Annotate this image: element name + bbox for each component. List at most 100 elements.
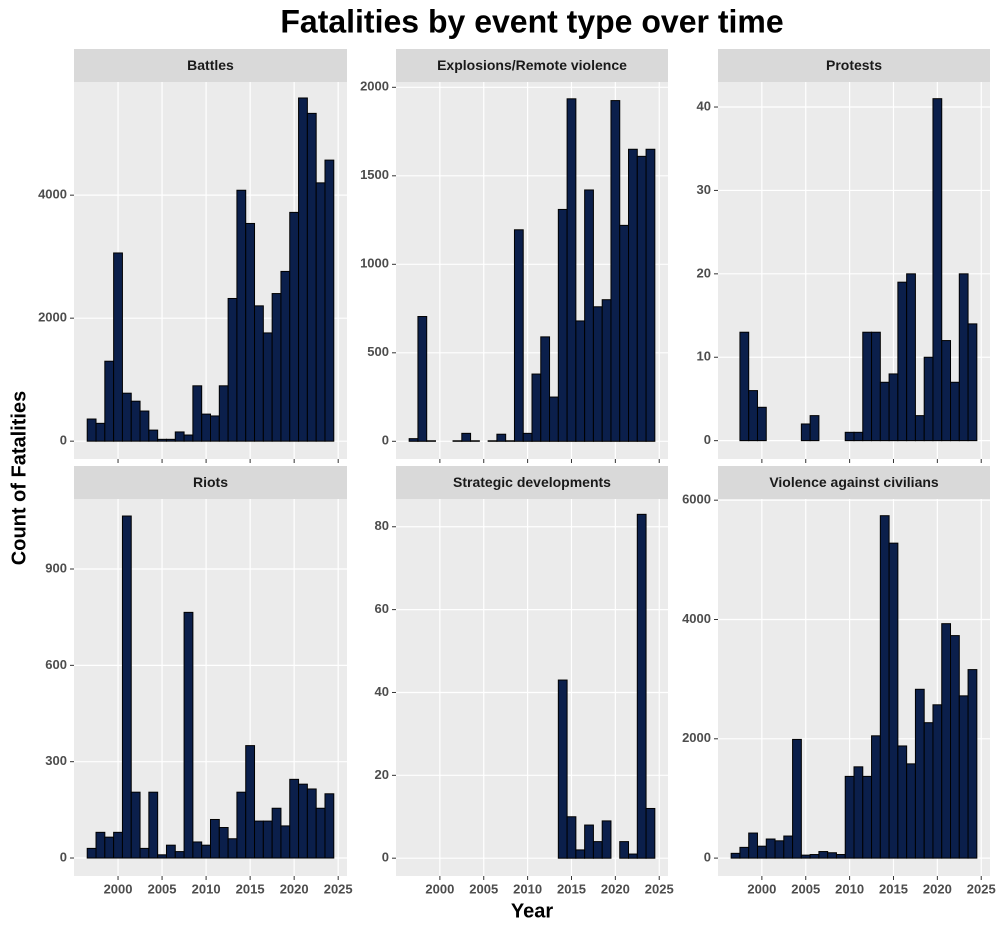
bar (298, 97, 308, 442)
x-tick-label: 2000 (104, 881, 133, 896)
y-tick-label: 4000 (682, 611, 711, 626)
x-tick-label: 2005 (791, 881, 820, 896)
bar (95, 831, 106, 859)
bar (844, 431, 855, 442)
y-tick-label: 0 (382, 433, 389, 448)
bar (201, 844, 211, 859)
y-tick-label: 20 (697, 265, 711, 280)
bar (280, 825, 291, 859)
bar (121, 515, 132, 859)
bar (792, 738, 802, 859)
bar (610, 100, 621, 442)
bar (262, 820, 273, 859)
bar (879, 515, 890, 859)
bar (165, 844, 176, 859)
bar (306, 112, 317, 442)
x-tick-label: 2005 (148, 881, 177, 896)
panel-title: Riots (193, 474, 228, 490)
bar (236, 189, 247, 442)
y-axis-label: Count of Fatalities (8, 391, 30, 565)
bar (748, 390, 758, 442)
y-tick-label: 40 (697, 98, 711, 113)
bar (730, 852, 741, 859)
bar (139, 410, 150, 442)
x-tick-label: 2020 (280, 881, 309, 896)
bar (645, 148, 656, 442)
bar (289, 211, 300, 442)
x-tick-label: 2020 (601, 881, 630, 896)
bar (452, 440, 463, 442)
x-axis-label: Year (511, 900, 553, 922)
bar (739, 846, 750, 859)
bar (914, 415, 925, 442)
bar (487, 440, 498, 442)
bar (619, 224, 630, 442)
bar (941, 340, 952, 442)
x-tick-label: 2000 (425, 881, 454, 896)
bar (853, 766, 864, 859)
bar (932, 704, 943, 859)
bar (130, 791, 141, 859)
bar (619, 841, 630, 859)
x-tick-label: 2025 (967, 881, 996, 896)
bar (888, 542, 899, 859)
bar (862, 775, 873, 859)
bar (289, 778, 300, 859)
bar (958, 273, 969, 442)
y-tick-label: 6000 (682, 492, 711, 507)
bar (218, 827, 229, 859)
y-tick-label: 0 (60, 849, 67, 864)
bar (183, 434, 194, 442)
bar (756, 406, 767, 442)
y-tick-label: 900 (45, 560, 67, 575)
bar (835, 854, 846, 859)
y-tick-label: 2000 (38, 310, 67, 325)
y-tick-label: 30 (697, 182, 711, 197)
y-tick-label: 1500 (360, 167, 389, 182)
bar (165, 438, 176, 442)
bar (923, 356, 934, 442)
y-tick-label: 2000 (682, 730, 711, 745)
bar (765, 838, 776, 859)
bar (461, 432, 472, 442)
bar (636, 155, 647, 442)
x-tick-label: 2005 (469, 881, 498, 896)
bar (245, 745, 256, 859)
bar (774, 840, 785, 859)
y-tick-label: 600 (45, 657, 67, 672)
bar (148, 791, 159, 859)
x-tick-label: 2010 (192, 881, 221, 896)
y-tick-label: 500 (367, 344, 389, 359)
bar (315, 182, 326, 442)
bar (628, 148, 638, 442)
bar (86, 418, 97, 442)
x-tick-label: 2015 (879, 881, 908, 896)
bar (139, 847, 150, 859)
bar (950, 635, 960, 859)
y-tick-label: 40 (375, 684, 389, 699)
bar (844, 775, 855, 859)
bar (254, 820, 264, 859)
bar (879, 381, 890, 442)
bar (950, 381, 960, 442)
bar (967, 669, 978, 859)
bar (941, 623, 952, 859)
bar (809, 415, 820, 442)
x-tick-label: 2010 (835, 881, 864, 896)
bar (636, 513, 647, 859)
bar (853, 431, 864, 442)
bar (800, 854, 811, 859)
bar (280, 270, 291, 442)
x-tick-label: 2000 (747, 881, 776, 896)
bar (192, 841, 203, 859)
bar (871, 735, 881, 859)
bar (183, 611, 194, 859)
bar (324, 793, 335, 859)
bar (897, 281, 908, 442)
bar (315, 807, 326, 859)
bar (470, 440, 480, 442)
panel-title: Explosions/Remote violence (437, 57, 627, 73)
bar (522, 432, 533, 442)
bar (121, 392, 132, 442)
